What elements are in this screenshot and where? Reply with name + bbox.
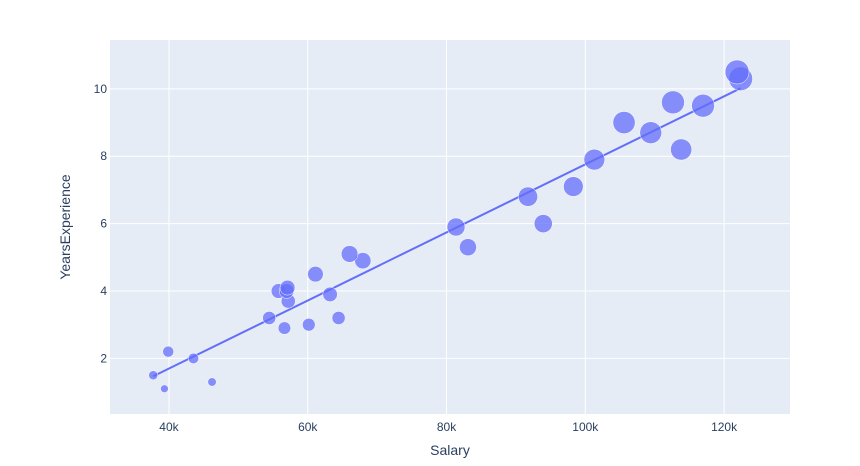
- x-tick-label: 120k: [711, 420, 738, 434]
- y-axis-title: YearsExperience: [57, 174, 73, 280]
- data-point: [207, 377, 217, 387]
- data-point: [148, 370, 159, 381]
- data-point: [331, 311, 346, 325]
- x-axis-title: Salary: [430, 442, 470, 458]
- data-point: [262, 311, 277, 325]
- data-points: [148, 59, 753, 393]
- data-point: [160, 384, 169, 393]
- data-point: [661, 90, 685, 115]
- x-tick-label: 60k: [298, 420, 318, 434]
- data-point: [307, 266, 324, 283]
- data-point: [446, 217, 466, 237]
- data-point: [302, 318, 316, 332]
- x-tick-label: 40k: [159, 420, 179, 434]
- data-point: [583, 148, 606, 171]
- y-tick-label: 6: [100, 217, 107, 231]
- data-point: [459, 238, 477, 256]
- data-point: [277, 321, 292, 335]
- data-point: [724, 59, 750, 85]
- x-axis-ticks: 40k 60k 80k 100k 120k: [159, 420, 738, 434]
- grid-lines: [110, 40, 790, 414]
- data-point: [691, 94, 715, 118]
- data-point: [670, 138, 692, 161]
- data-point: [639, 121, 662, 144]
- data-point: [162, 345, 174, 358]
- data-point: [563, 176, 584, 197]
- y-tick-label: 4: [100, 284, 107, 298]
- y-tick-label: 8: [100, 149, 107, 163]
- x-tick-label: 100k: [572, 420, 599, 434]
- y-axis-ticks: 2 4 6 8 10: [94, 82, 108, 366]
- data-point: [322, 286, 338, 302]
- data-point: [340, 245, 359, 263]
- data-point: [187, 352, 199, 364]
- y-tick-label: 2: [100, 351, 107, 365]
- data-point: [612, 111, 636, 134]
- data-point: [518, 186, 538, 207]
- data-point: [279, 279, 296, 296]
- data-point: [533, 214, 553, 233]
- x-tick-label: 80k: [437, 420, 457, 434]
- y-tick-label: 10: [94, 82, 108, 96]
